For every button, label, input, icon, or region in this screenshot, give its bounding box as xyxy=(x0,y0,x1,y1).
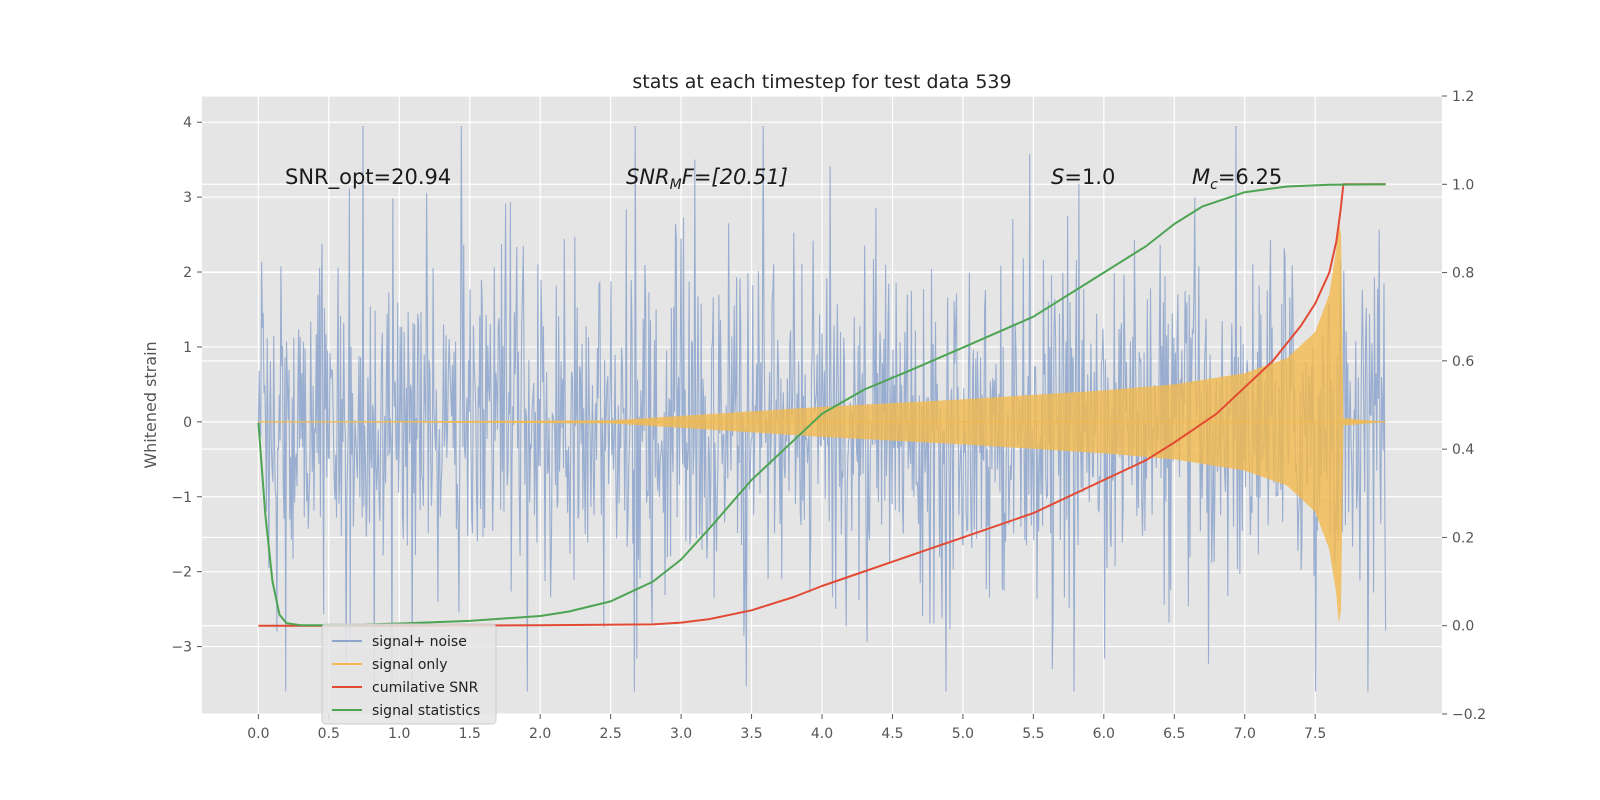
x-tick-label: 1.5 xyxy=(459,726,481,742)
y-left-tick-label: 1 xyxy=(183,340,192,356)
cumilative-snr-line xyxy=(258,183,1386,627)
legend-label: cumilative SNR xyxy=(372,680,479,696)
legend-label: signal statistics xyxy=(372,703,480,719)
y-right-tick-label: 0.0 xyxy=(1452,619,1474,635)
signal-only-series xyxy=(258,220,1386,624)
x-tick-label: 0.5 xyxy=(318,726,340,742)
s-annotation: S=1.0 xyxy=(1051,165,1115,189)
x-tick-label: 7.0 xyxy=(1234,726,1256,742)
y-left-tick-label: 0 xyxy=(183,415,192,431)
y-left-tick-label: −2 xyxy=(171,565,192,581)
y-right-tick-label: 1.2 xyxy=(1452,89,1474,105)
x-tick-label: 6.0 xyxy=(1093,726,1115,742)
y-left-tick-label: −1 xyxy=(171,490,192,506)
y-left-tick-label: 3 xyxy=(183,190,192,206)
x-tick-label: 4.5 xyxy=(881,726,903,742)
x-tick-label: 0.0 xyxy=(247,726,269,742)
y-right-tick-label: 0.4 xyxy=(1452,442,1474,458)
legend-box xyxy=(321,623,497,725)
chart-title: stats at each timestep for test data 539 xyxy=(632,71,1011,93)
left-y-axis-ticks: 4 3 2 1 0 −1 −2 −3 xyxy=(171,115,202,656)
x-tick-label: 7.5 xyxy=(1304,726,1326,742)
statistic-lines xyxy=(257,183,1386,627)
y-right-tick-label: −0.2 xyxy=(1452,707,1486,723)
right-y-axis-ticks: 1.2 1.0 0.8 0.6 0.4 0.2 0.0 −0.2 xyxy=(1442,89,1486,723)
x-tick-label: 5.0 xyxy=(952,726,974,742)
x-tick-label: 2.5 xyxy=(600,726,622,742)
y-right-tick-label: 0.2 xyxy=(1452,530,1474,546)
x-tick-label: 4.0 xyxy=(811,726,833,742)
mc-annotation: Mc=6.25 xyxy=(1192,165,1282,193)
legend: signal+ noise signal only cumilative SNR si… xyxy=(321,623,497,725)
x-tick-label: 6.5 xyxy=(1163,726,1185,742)
x-tick-label: 3.0 xyxy=(670,726,692,742)
signal-statistics-line xyxy=(257,183,1386,627)
snr-mf-annotation: SNRMF=[20.51] xyxy=(626,165,788,193)
y-right-tick-label: 0.6 xyxy=(1452,354,1474,370)
x-tick-label: 1.0 xyxy=(388,726,410,742)
y-right-tick-label: 0.8 xyxy=(1452,266,1474,282)
y-left-tick-label: −3 xyxy=(171,640,192,656)
x-tick-label: 5.5 xyxy=(1022,726,1044,742)
legend-label: signal only xyxy=(372,657,447,673)
y-left-tick-label: 4 xyxy=(183,115,192,131)
left-y-axis-label: Whitened strain xyxy=(141,341,160,468)
snr-opt-annotation: SNR_opt=20.94 xyxy=(285,165,451,190)
x-tick-label: 2.0 xyxy=(529,726,551,742)
y-left-tick-label: 2 xyxy=(183,265,192,281)
y-right-tick-label: 1.0 xyxy=(1452,177,1474,193)
legend-label: signal+ noise xyxy=(372,634,467,650)
x-tick-label: 3.5 xyxy=(740,726,762,742)
x-axis-ticks: 0.0 0.5 1.0 1.5 2.0 2.5 3.0 3.5 4.0 4.5 5.0 5.5 6.0 6… xyxy=(247,714,1326,742)
